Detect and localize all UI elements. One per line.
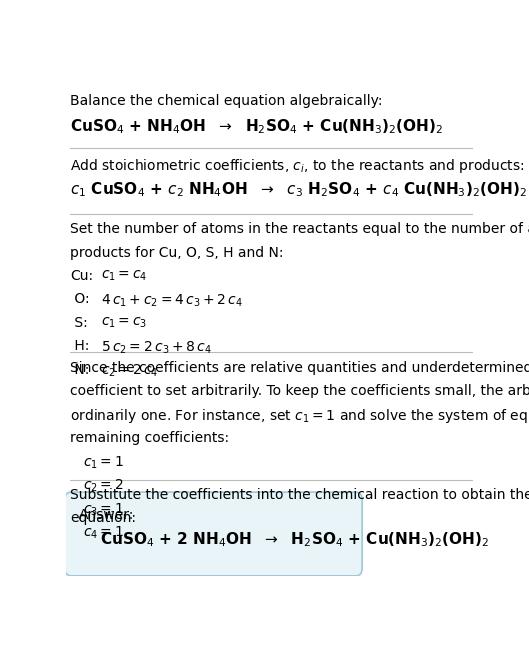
Text: $c_1 = c_4$: $c_1 = c_4$ [101, 269, 148, 283]
Text: Answer:: Answer: [79, 508, 134, 521]
Text: H:: H: [70, 339, 89, 353]
Text: remaining coefficients:: remaining coefficients: [70, 431, 230, 445]
Text: N:: N: [70, 362, 89, 377]
Text: $c_4 = 1$: $c_4 = 1$ [83, 525, 123, 541]
Text: O:: O: [70, 292, 90, 307]
Text: Set the number of atoms in the reactants equal to the number of atoms in the: Set the number of atoms in the reactants… [70, 222, 529, 236]
Text: $5\,c_2 = 2\,c_3 + 8\,c_4$: $5\,c_2 = 2\,c_3 + 8\,c_4$ [101, 339, 212, 356]
Text: Balance the chemical equation algebraically:: Balance the chemical equation algebraica… [70, 94, 382, 107]
FancyBboxPatch shape [65, 492, 362, 576]
Text: Cu:: Cu: [70, 269, 93, 283]
Text: equation:: equation: [70, 511, 136, 525]
Text: $c_1$ CuSO$_4$ + $c_2$ NH$_4$OH  $\rightarrow$  $c_3$ H$_2$SO$_4$ + $c_4$ Cu(NH$: $c_1$ CuSO$_4$ + $c_2$ NH$_4$OH $\righta… [70, 181, 527, 199]
Text: $c_1 = c_3$: $c_1 = c_3$ [101, 316, 147, 330]
Text: Since the coefficients are relative quantities and underdetermined, choose a: Since the coefficients are relative quan… [70, 360, 529, 375]
Text: ordinarily one. For instance, set $c_1 = 1$ and solve the system of equations fo: ordinarily one. For instance, set $c_1 =… [70, 408, 529, 426]
Text: $4\,c_1 + c_2 = 4\,c_3 + 2\,c_4$: $4\,c_1 + c_2 = 4\,c_3 + 2\,c_4$ [101, 292, 243, 309]
Text: $c_2 = 2$: $c_2 = 2$ [83, 477, 123, 494]
Text: $c_3 = 1$: $c_3 = 1$ [83, 501, 123, 518]
Text: Substitute the coefficients into the chemical reaction to obtain the balanced: Substitute the coefficients into the che… [70, 488, 529, 501]
Text: products for Cu, O, S, H and N:: products for Cu, O, S, H and N: [70, 245, 284, 259]
Text: coefficient to set arbitrarily. To keep the coefficients small, the arbitrary va: coefficient to set arbitrarily. To keep … [70, 384, 529, 398]
Text: CuSO$_4$ + 2 NH$_4$OH  $\rightarrow$  H$_2$SO$_4$ + Cu(NH$_3$)$_2$(OH)$_2$: CuSO$_4$ + 2 NH$_4$OH $\rightarrow$ H$_2… [100, 531, 489, 549]
Text: $c_2 = 2\,c_4$: $c_2 = 2\,c_4$ [101, 362, 159, 379]
Text: S:: S: [70, 316, 88, 330]
Text: CuSO$_4$ + NH$_4$OH  $\rightarrow$  H$_2$SO$_4$ + Cu(NH$_3$)$_2$(OH)$_2$: CuSO$_4$ + NH$_4$OH $\rightarrow$ H$_2$S… [70, 117, 444, 136]
Text: $c_1 = 1$: $c_1 = 1$ [83, 454, 123, 470]
Text: Add stoichiometric coefficients, $c_i$, to the reactants and products:: Add stoichiometric coefficients, $c_i$, … [70, 157, 525, 175]
